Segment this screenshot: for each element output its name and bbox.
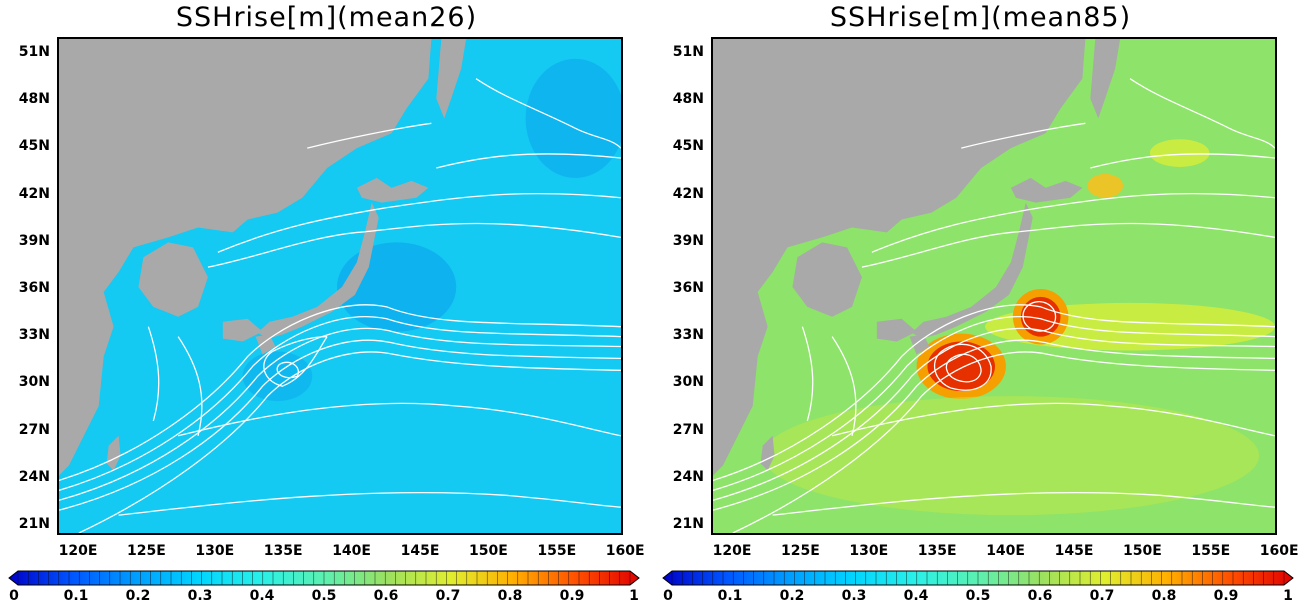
colorbar-tick-label: 1 [629,588,639,604]
y-tick-label: 30N [18,374,50,391]
x-tick-label: 160E [605,543,645,559]
x-tick-label: 125E [780,543,820,559]
colorbar-tick-label: 0.9 [559,588,585,604]
land-mass [59,39,467,476]
x-tick-label: 160E [1259,543,1299,559]
y-tick-label: 33N [672,327,704,344]
x-tick-label: 130E [195,543,235,559]
x-tick-label: 135E [917,543,957,559]
colorbar-tick-label: 1 [1283,588,1293,604]
x-tick-label: 120E [58,543,98,559]
x-tick-label: 130E [849,543,889,559]
panel-title: SSHrise[m](mean26) [175,2,478,33]
y-tick-label: 51N [672,44,704,60]
colorbar-tick-label: 0.9 [1213,588,1239,604]
low-ssh-patch [525,58,621,178]
y-tick-label: 36N [18,280,50,296]
colorbar-tick-label: 0.3 [187,588,213,604]
ssh-contours [59,78,621,533]
high-ssh-patch [1020,296,1061,337]
colorbar-tick-label: 0.7 [435,588,461,604]
map-canvas [713,39,1275,533]
x-tick-label: 125E [126,543,166,559]
y-tick-label: 51N [18,44,50,60]
ssh-contours [713,78,1275,533]
y-tick-label: 45N [672,138,704,155]
map-panel-mean85: SSHrise[m](mean85) [654,0,1307,614]
colorbar-tick-label: 0.3 [841,588,867,604]
colorbar-tick-label: 0.6 [1027,588,1053,604]
x-tick-label: 150E [468,543,508,559]
x-tick-label: 150E [1122,543,1162,559]
colorbar-tick-label: 0.8 [497,588,523,604]
colorbar-tick-label: 0.8 [1151,588,1177,604]
map-canvas [59,39,621,533]
y-tick-label: 48N [672,91,704,108]
high-ssh-patch [927,341,995,392]
x-tick-label: 145E [1054,543,1094,559]
high-ssh-patch [1087,173,1124,198]
map-frame [57,37,623,535]
y-tick-label: 24N [672,468,704,485]
y-tick-label: 33N [18,327,50,344]
y-tick-label: 27N [672,421,704,438]
colorbar-tick-label: 0.2 [779,588,805,604]
x-tick-label: 155E [1191,543,1231,559]
colorbar-tick-label: 0.1 [717,588,743,604]
colorbar [8,570,640,586]
y-tick-label: 48N [18,91,50,108]
colorbar-tick-label: 0.6 [373,588,399,604]
land-mass [713,39,1121,476]
colorbar-tick-label: 0 [9,588,19,604]
y-tick-label: 42N [672,185,704,202]
colorbar-tick-label: 0 [663,588,673,604]
y-tick-label: 21N [672,516,704,532]
colorbar-tick-label: 0.4 [249,588,275,604]
panel-title: SSHrise[m](mean85) [829,2,1132,33]
colorbar-tick-label: 0.2 [125,588,151,604]
x-tick-label: 120E [712,543,752,559]
y-tick-label: 21N [18,516,50,532]
x-tick-label: 145E [400,543,440,559]
colorbar-tick-label: 0.7 [1089,588,1115,604]
colorbar-tick-label: 0.1 [63,588,89,604]
colorbar-tick-label: 0.5 [311,588,337,604]
map-frame [711,37,1277,535]
x-tick-label: 140E [986,543,1025,559]
y-tick-label: 24N [18,468,50,485]
high-ssh-patch [1149,139,1210,167]
colorbar-tick-label: 0.4 [903,588,929,604]
colorbar-tick-label: 0.5 [965,588,991,604]
colorbar [662,570,1294,586]
y-tick-label: 30N [672,374,704,391]
y-tick-label: 27N [18,421,50,438]
y-tick-label: 36N [672,280,704,296]
y-tick-label: 39N [672,232,704,249]
map-panel-mean26: SSHrise[m](mean26) [0,0,653,614]
high-ssh-patch [762,396,1260,516]
x-tick-label: 140E [332,543,371,559]
y-tick-label: 42N [18,185,50,202]
y-tick-label: 39N [18,232,50,249]
x-tick-label: 135E [263,543,303,559]
x-tick-label: 155E [537,543,577,559]
y-tick-label: 45N [18,138,50,155]
